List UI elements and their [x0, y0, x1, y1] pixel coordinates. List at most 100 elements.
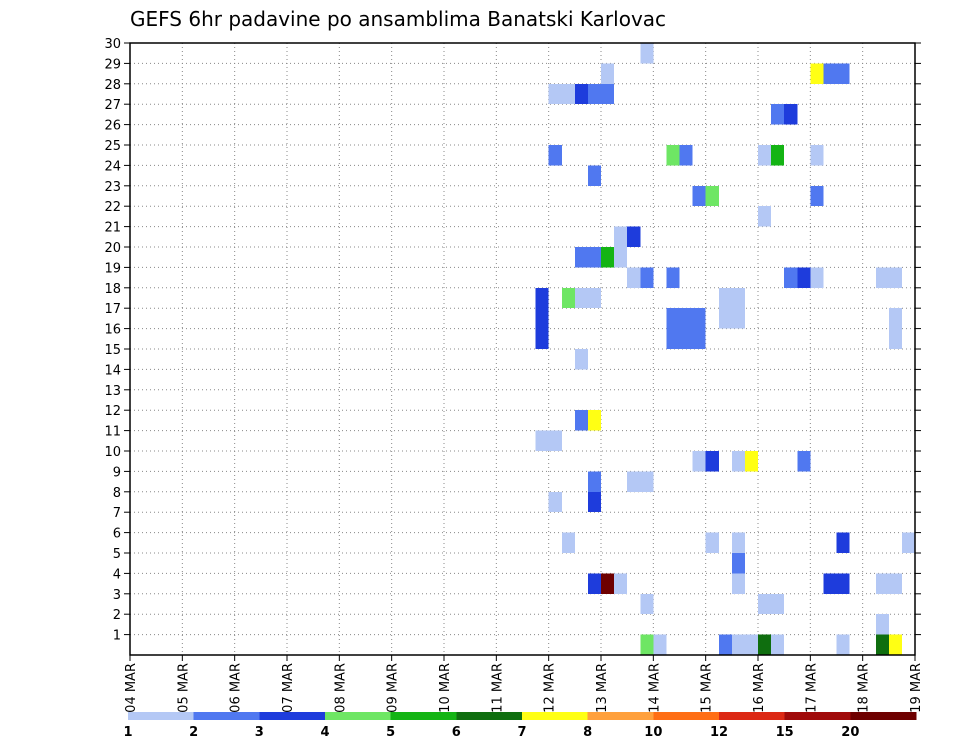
ensemble-cell [548, 83, 562, 105]
x-tick-label: 09 MAR [386, 663, 401, 713]
ensemble-cell [653, 634, 667, 655]
x-tick-label: 19 MAR [909, 663, 924, 713]
legend-label: 12 [710, 725, 728, 740]
y-tick-label: 7 [113, 506, 121, 521]
ensemble-cell [614, 573, 628, 594]
ensemble-cell [731, 532, 745, 553]
y-tick-label: 24 [104, 159, 121, 174]
ensemble-cell [574, 349, 588, 370]
ensemble-cell [771, 104, 785, 125]
x-tick-label: 08 MAR [333, 663, 348, 713]
y-tick-label: 18 [104, 282, 121, 297]
ensemble-cell [705, 532, 719, 553]
ensemble-cell [744, 451, 758, 472]
ensemble-cell [836, 532, 850, 553]
ensemble-cell [875, 614, 889, 635]
ensemble-cell [784, 267, 798, 288]
ensemble-cell [574, 287, 588, 309]
ensemble-cell [666, 145, 680, 166]
y-tick-label: 8 [113, 486, 121, 501]
y-tick-label: 12 [104, 404, 121, 419]
y-tick-label: 11 [104, 425, 121, 440]
legend-label: 6 [452, 725, 461, 740]
ensemble-cell [601, 63, 615, 84]
ensemble-cell [875, 634, 889, 655]
ensemble-cells [535, 43, 915, 655]
legend-swatch [259, 712, 326, 720]
ensemble-cell [587, 165, 601, 186]
legend-label: 2 [189, 725, 198, 740]
ensemble-cell [561, 287, 575, 309]
ensemble-cell [587, 471, 601, 492]
ensemble-cell [587, 287, 601, 309]
ensemble-cell [587, 410, 601, 431]
ensemble-cell [705, 451, 719, 472]
y-tick-label: 3 [113, 588, 121, 603]
ensemble-cell [901, 532, 915, 553]
y-tick-label: 2 [113, 608, 121, 623]
ensemble-cell [823, 573, 837, 594]
ensemble-cell [640, 634, 654, 655]
y-tick-label: 23 [104, 180, 121, 195]
legend-label: 8 [583, 725, 592, 740]
ensemble-cell [875, 267, 889, 288]
ensemble-cell [758, 593, 772, 615]
ensemble-cell [797, 451, 811, 472]
ensemble-cell [771, 145, 785, 166]
ensemble-cell [758, 145, 772, 166]
ensemble-cell [627, 226, 641, 247]
legend-label: 1 [123, 725, 132, 740]
ensemble-cell [810, 145, 824, 166]
ensemble-cell [810, 267, 824, 288]
ensemble-cell [718, 634, 732, 655]
ensemble-cell [561, 83, 575, 105]
ensemble-cell [888, 267, 902, 288]
ensemble-cell [888, 634, 902, 655]
ensemble-cell [718, 308, 732, 329]
ensemble-cell [601, 247, 615, 268]
y-tick-label: 30 [104, 37, 121, 52]
ensemble-cell [679, 145, 693, 166]
y-tick-label: 21 [104, 221, 121, 236]
ensemble-cell [705, 185, 719, 207]
ensemble-cell [771, 593, 785, 615]
y-tick-label: 16 [104, 323, 121, 338]
ensemble-cell [771, 634, 785, 655]
y-tick-label: 13 [104, 384, 121, 399]
x-tick-label: 12 MAR [543, 663, 558, 713]
ensemble-cell [836, 63, 850, 84]
legend-label: 15 [776, 725, 794, 740]
ensemble-cell [731, 634, 745, 655]
y-tick-label: 26 [104, 119, 121, 134]
ensemble-cell [627, 471, 641, 492]
ensemble-cell [836, 573, 850, 594]
ensemble-cell [614, 226, 628, 247]
ensemble-cell [692, 308, 706, 329]
ensemble-cell [731, 451, 745, 472]
ensemble-cell [640, 471, 654, 492]
y-tick-label: 25 [104, 139, 121, 154]
legend-label: 7 [517, 725, 526, 740]
ensemble-cell [888, 328, 902, 349]
ensemble-cell [587, 83, 601, 105]
ensemble-cell [587, 573, 601, 594]
y-tick-label: 15 [104, 343, 121, 358]
ensemble-cell [744, 634, 758, 655]
ensemble-cell [587, 491, 601, 513]
ensemble-cell [574, 410, 588, 431]
ensemble-cell [640, 43, 654, 64]
ensemble-cell [718, 287, 732, 309]
legend-swatch [456, 712, 523, 720]
x-tick-label: 10 MAR [438, 663, 453, 713]
x-tick-label: 14 MAR [647, 663, 662, 713]
legend-label: 10 [644, 725, 662, 740]
legend-swatch [719, 712, 786, 720]
x-tick-label: 13 MAR [595, 663, 610, 713]
ensemble-cell [758, 206, 772, 227]
ensemble-cell [548, 491, 562, 513]
legend-swatch [128, 712, 195, 720]
x-tick-label: 16 MAR [752, 663, 767, 713]
ensemble-cell [888, 308, 902, 329]
y-tick-label: 5 [113, 547, 121, 562]
